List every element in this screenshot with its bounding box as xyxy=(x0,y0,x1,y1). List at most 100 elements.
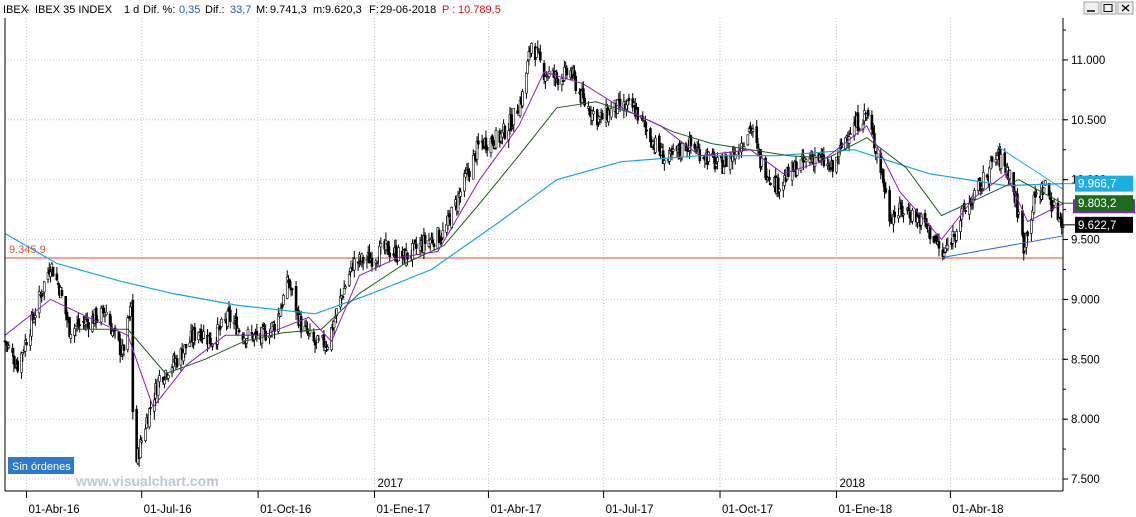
bar-body xyxy=(64,295,68,315)
price-bar xyxy=(21,351,25,362)
bar-body xyxy=(1016,193,1019,218)
bar-body xyxy=(970,203,974,206)
bar-body xyxy=(85,319,89,322)
bar-body xyxy=(388,252,392,257)
bar-body xyxy=(149,407,152,409)
price-bar xyxy=(208,332,212,345)
price-bar xyxy=(731,146,734,170)
bar-body xyxy=(1008,170,1012,179)
price-bar xyxy=(264,324,268,342)
price-bar xyxy=(609,101,613,121)
bar-body xyxy=(326,346,330,350)
price-bar xyxy=(282,293,285,306)
bar-body xyxy=(535,47,538,58)
bar-body xyxy=(544,76,547,82)
bar-body xyxy=(464,173,467,178)
bar-body xyxy=(1042,187,1046,193)
plot-area: 9.345,9 xyxy=(3,40,1065,467)
price-bar xyxy=(849,126,852,135)
bar-body xyxy=(378,245,381,267)
x-tick-label: 01-Jul-16 xyxy=(144,504,192,516)
bar-body xyxy=(6,344,9,346)
header-name: IBEX 35 INDEX xyxy=(35,4,113,16)
price-bar xyxy=(616,98,619,115)
bar-body xyxy=(888,189,891,222)
price-bar xyxy=(431,232,435,245)
bar-body xyxy=(237,329,241,333)
bar-body xyxy=(713,156,717,170)
price-bar xyxy=(693,141,697,152)
price-bar xyxy=(492,136,495,150)
bar-body xyxy=(751,128,755,132)
bar-body xyxy=(370,257,374,267)
bar-body xyxy=(716,157,719,162)
maximize-button[interactable] xyxy=(1100,1,1117,15)
price-bar xyxy=(778,188,781,200)
bar-body xyxy=(379,243,383,248)
price-bar xyxy=(471,149,475,180)
bar-body xyxy=(188,342,192,347)
price-bar xyxy=(583,93,586,108)
bar-body xyxy=(768,177,771,181)
axes: 7.5008.0008.5009.0009.50010.00010.50011.… xyxy=(4,18,1106,516)
minimize-button[interactable] xyxy=(1083,1,1100,15)
bar-body xyxy=(356,261,360,264)
price-bar xyxy=(857,126,861,131)
last-value-price: 9.622,7 xyxy=(1063,216,1133,233)
last-value-text: 9.966,7 xyxy=(1078,179,1116,191)
bar-body xyxy=(951,230,955,244)
price-bar xyxy=(728,151,732,175)
price-bar xyxy=(680,142,684,161)
price-bar xyxy=(716,152,719,170)
price-bar xyxy=(707,150,710,166)
close-icon xyxy=(1121,4,1130,12)
trend-line xyxy=(996,145,1064,190)
bar-body xyxy=(756,143,760,149)
price-bar xyxy=(485,144,489,157)
bar-body xyxy=(430,237,433,239)
chart-header: IBEX - IBEX 35 INDEX 1 d Dif. %: 0,35 Di… xyxy=(3,4,501,16)
orders-badge[interactable]: Sin órdenes xyxy=(8,457,74,474)
price-bar xyxy=(1035,188,1038,198)
bar-body xyxy=(411,243,414,260)
bar-body xyxy=(609,108,613,118)
bar-body xyxy=(556,78,560,86)
price-bar xyxy=(103,314,107,323)
price-bar xyxy=(840,138,843,150)
bar-body xyxy=(849,133,852,135)
x-tick-label: 01-Ene-18 xyxy=(838,504,892,516)
bar-body xyxy=(397,247,400,262)
bar-body xyxy=(539,51,542,61)
header-p-value: 10.789,5 xyxy=(458,4,501,16)
bar-body xyxy=(654,137,657,153)
price-bar xyxy=(277,307,280,335)
bar-body xyxy=(317,338,321,341)
year-marker-label: 2017 xyxy=(378,478,404,490)
header-dif-value: 33,7 xyxy=(230,4,251,16)
price-bar xyxy=(199,324,203,343)
price-bar xyxy=(689,134,693,154)
bar-body xyxy=(952,233,956,237)
bar-body xyxy=(268,335,271,338)
price-bar xyxy=(776,173,780,198)
price-bar xyxy=(968,195,971,220)
bar-body xyxy=(644,121,647,128)
price-bar xyxy=(911,207,914,225)
price-bar xyxy=(326,344,330,352)
price-bar xyxy=(539,44,542,63)
price-bar xyxy=(317,335,321,342)
bar-body xyxy=(866,110,870,117)
price-bar xyxy=(23,333,27,357)
bar-body xyxy=(68,317,71,338)
bar-body xyxy=(450,207,454,229)
bar-body xyxy=(304,325,308,328)
bar-body xyxy=(264,330,268,341)
last-value-box xyxy=(1075,195,1133,212)
bar-body xyxy=(976,181,980,191)
bar-body xyxy=(440,237,443,241)
price-bar xyxy=(341,294,345,300)
bar-body xyxy=(722,166,726,174)
bar-body xyxy=(131,300,135,413)
header-min-value: 9.620,3 xyxy=(325,4,362,16)
